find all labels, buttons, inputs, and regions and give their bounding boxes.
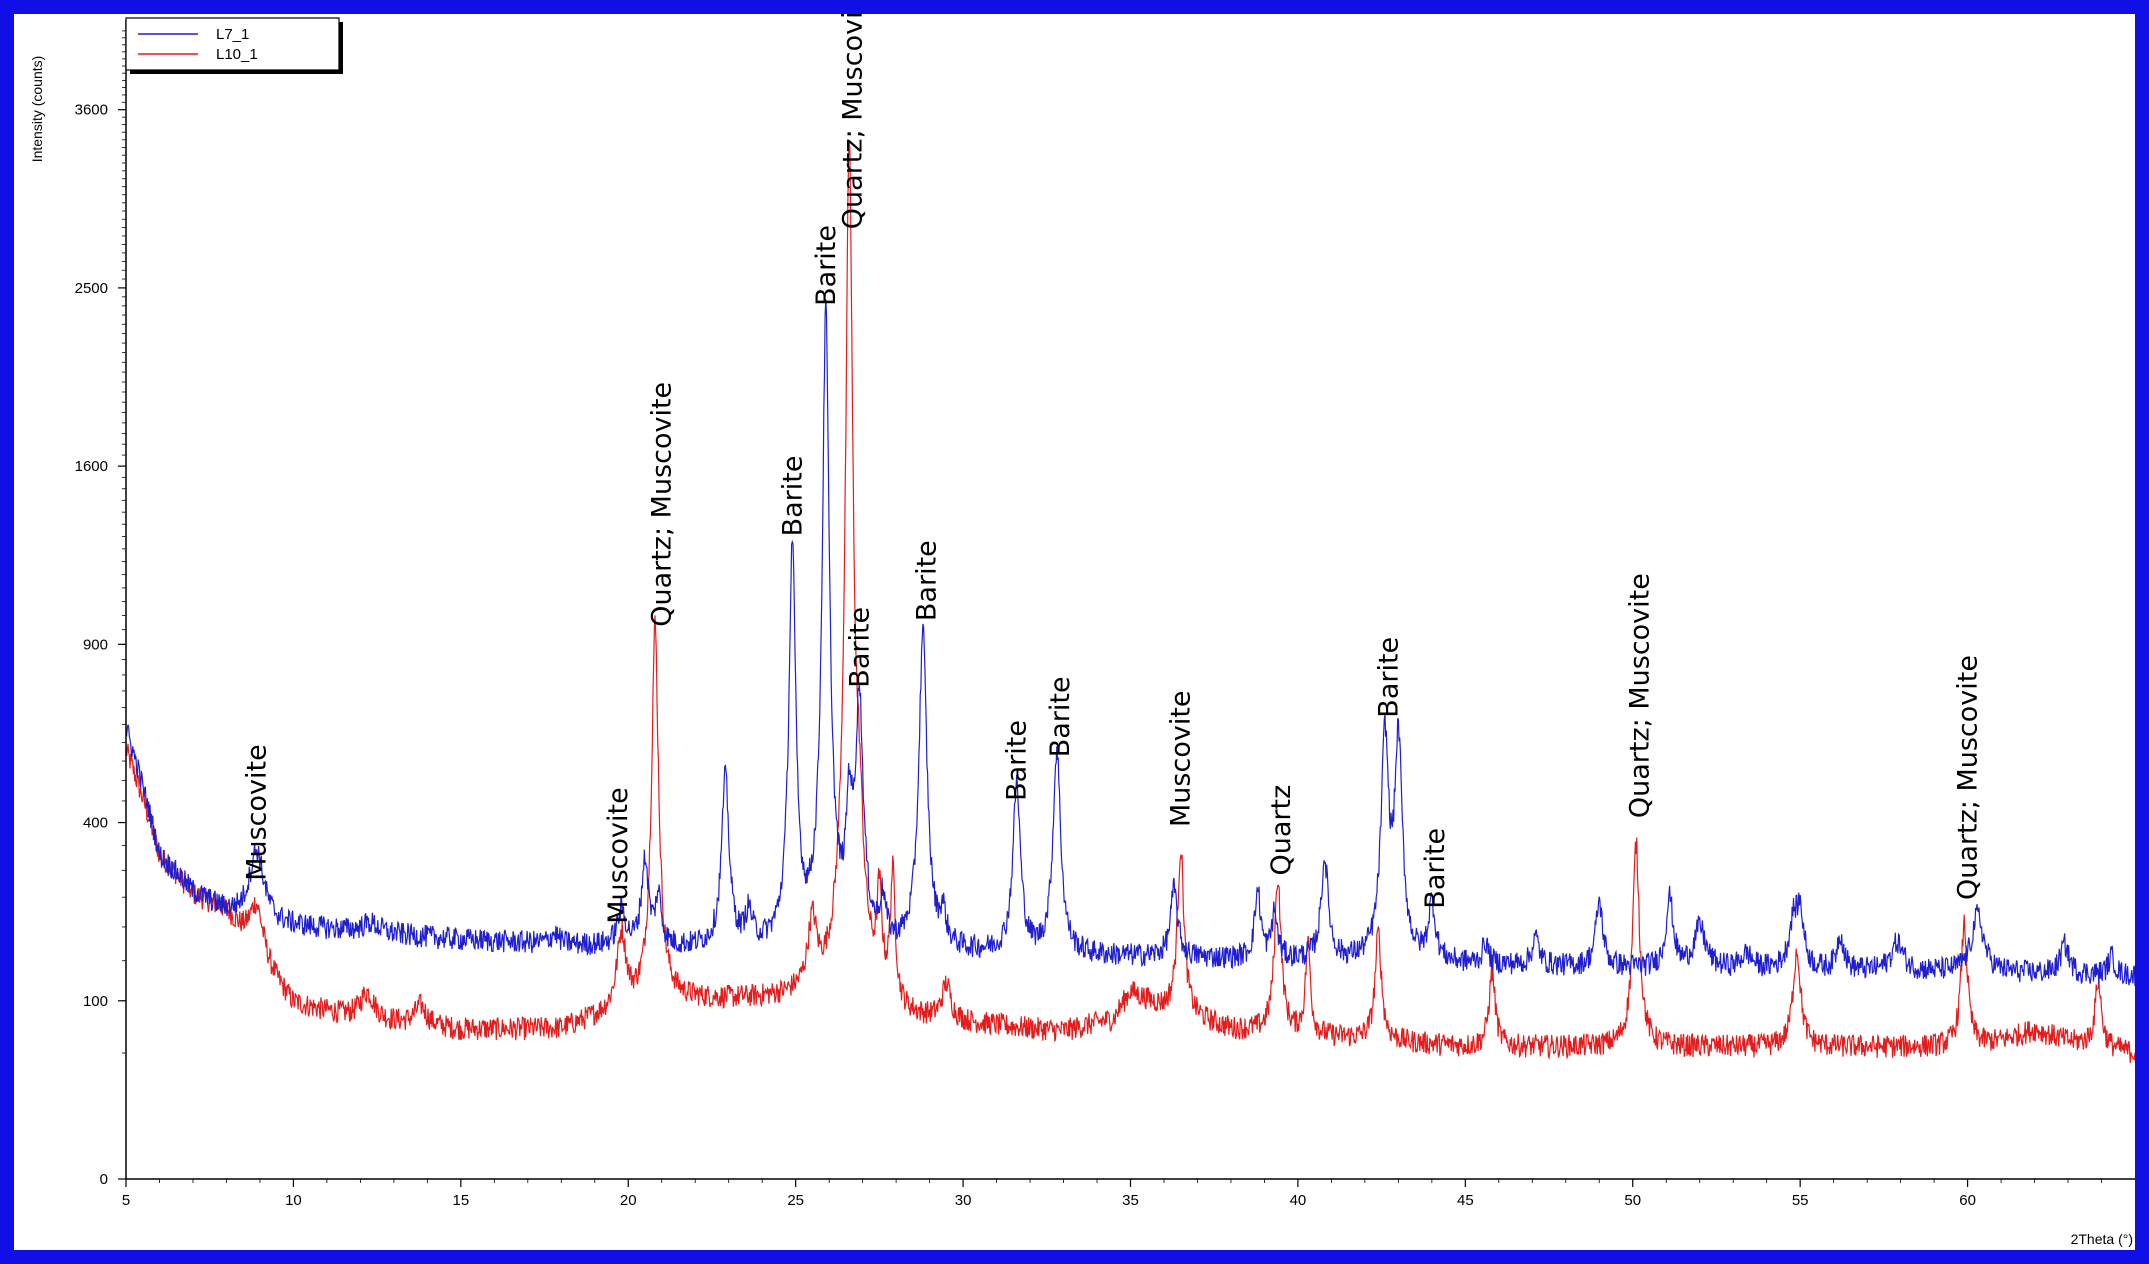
y-tick-label: 1600 bbox=[75, 458, 108, 475]
peak-annotation: Quartz; Muscovite bbox=[838, 14, 869, 229]
series-line-L7_1 bbox=[125, 299, 2135, 987]
peak-annotation: Muscovite bbox=[603, 787, 634, 924]
series-line-L10_1 bbox=[125, 140, 2135, 1063]
x-tick-label: 60 bbox=[1959, 1192, 1976, 1209]
peak-annotation: Quartz; Muscovite bbox=[1624, 573, 1655, 818]
xrd-chart: 0 100 400 900 1600 2500 3600 5 10 15 20 25 30 35 40 45 5… bbox=[29, 14, 2135, 1247]
x-tick-label: 55 bbox=[1792, 1192, 1809, 1209]
x-tick-label: 25 bbox=[787, 1192, 804, 1209]
legend-box bbox=[125, 17, 340, 71]
y-axis-label: Intensity (counts) bbox=[29, 56, 45, 163]
peak-annotation: Barite bbox=[911, 540, 942, 621]
peak-annotation: Barite bbox=[777, 456, 808, 537]
peak-annotation: Barite bbox=[1045, 676, 1076, 757]
y-tick-label: 2500 bbox=[75, 280, 108, 297]
peak-annotation: Quartz; Muscovite bbox=[647, 382, 678, 627]
peak-annotation: Barite bbox=[1002, 720, 1033, 801]
y-tick-label: 400 bbox=[83, 815, 108, 832]
peak-annotation: Barite bbox=[811, 225, 842, 306]
peak-annotation: Muscovite bbox=[242, 744, 273, 881]
x-tick-label: 40 bbox=[1290, 1192, 1307, 1209]
y-tick-label: 0 bbox=[100, 1171, 108, 1188]
chart-frame: 0 100 400 900 1600 2500 3600 5 10 15 20 25 30 35 40 45 5… bbox=[14, 14, 2135, 1250]
y-tick-label: 3600 bbox=[75, 102, 108, 119]
legend-label: L10_1 bbox=[216, 46, 258, 63]
y-tick-label: 900 bbox=[83, 636, 108, 653]
peak-annotation: Muscovite bbox=[1166, 690, 1197, 827]
x-tick-label: 45 bbox=[1457, 1192, 1474, 1209]
y-tick-label: 100 bbox=[83, 993, 108, 1010]
peak-annotation: Barite bbox=[1373, 637, 1404, 718]
x-tick-label: 30 bbox=[955, 1192, 972, 1209]
x-tick-label: 15 bbox=[452, 1192, 469, 1209]
x-axis-label: 2Theta (°) bbox=[2071, 1231, 2133, 1247]
peak-annotation: Barite bbox=[844, 607, 875, 688]
legend: L7_1 L10_1 bbox=[125, 17, 343, 74]
peak-annotation: Barite bbox=[1420, 828, 1451, 909]
peak-annotation: Quartz; Muscovite bbox=[1953, 655, 1984, 900]
legend-label: L7_1 bbox=[216, 26, 249, 43]
x-tick-label: 5 bbox=[122, 1192, 130, 1209]
x-tick-label: 10 bbox=[285, 1192, 302, 1209]
peak-annotation: Quartz bbox=[1266, 785, 1297, 876]
x-tick-label: 35 bbox=[1122, 1192, 1139, 1209]
x-tick-label: 50 bbox=[1624, 1192, 1641, 1209]
x-tick-label: 20 bbox=[620, 1192, 637, 1209]
